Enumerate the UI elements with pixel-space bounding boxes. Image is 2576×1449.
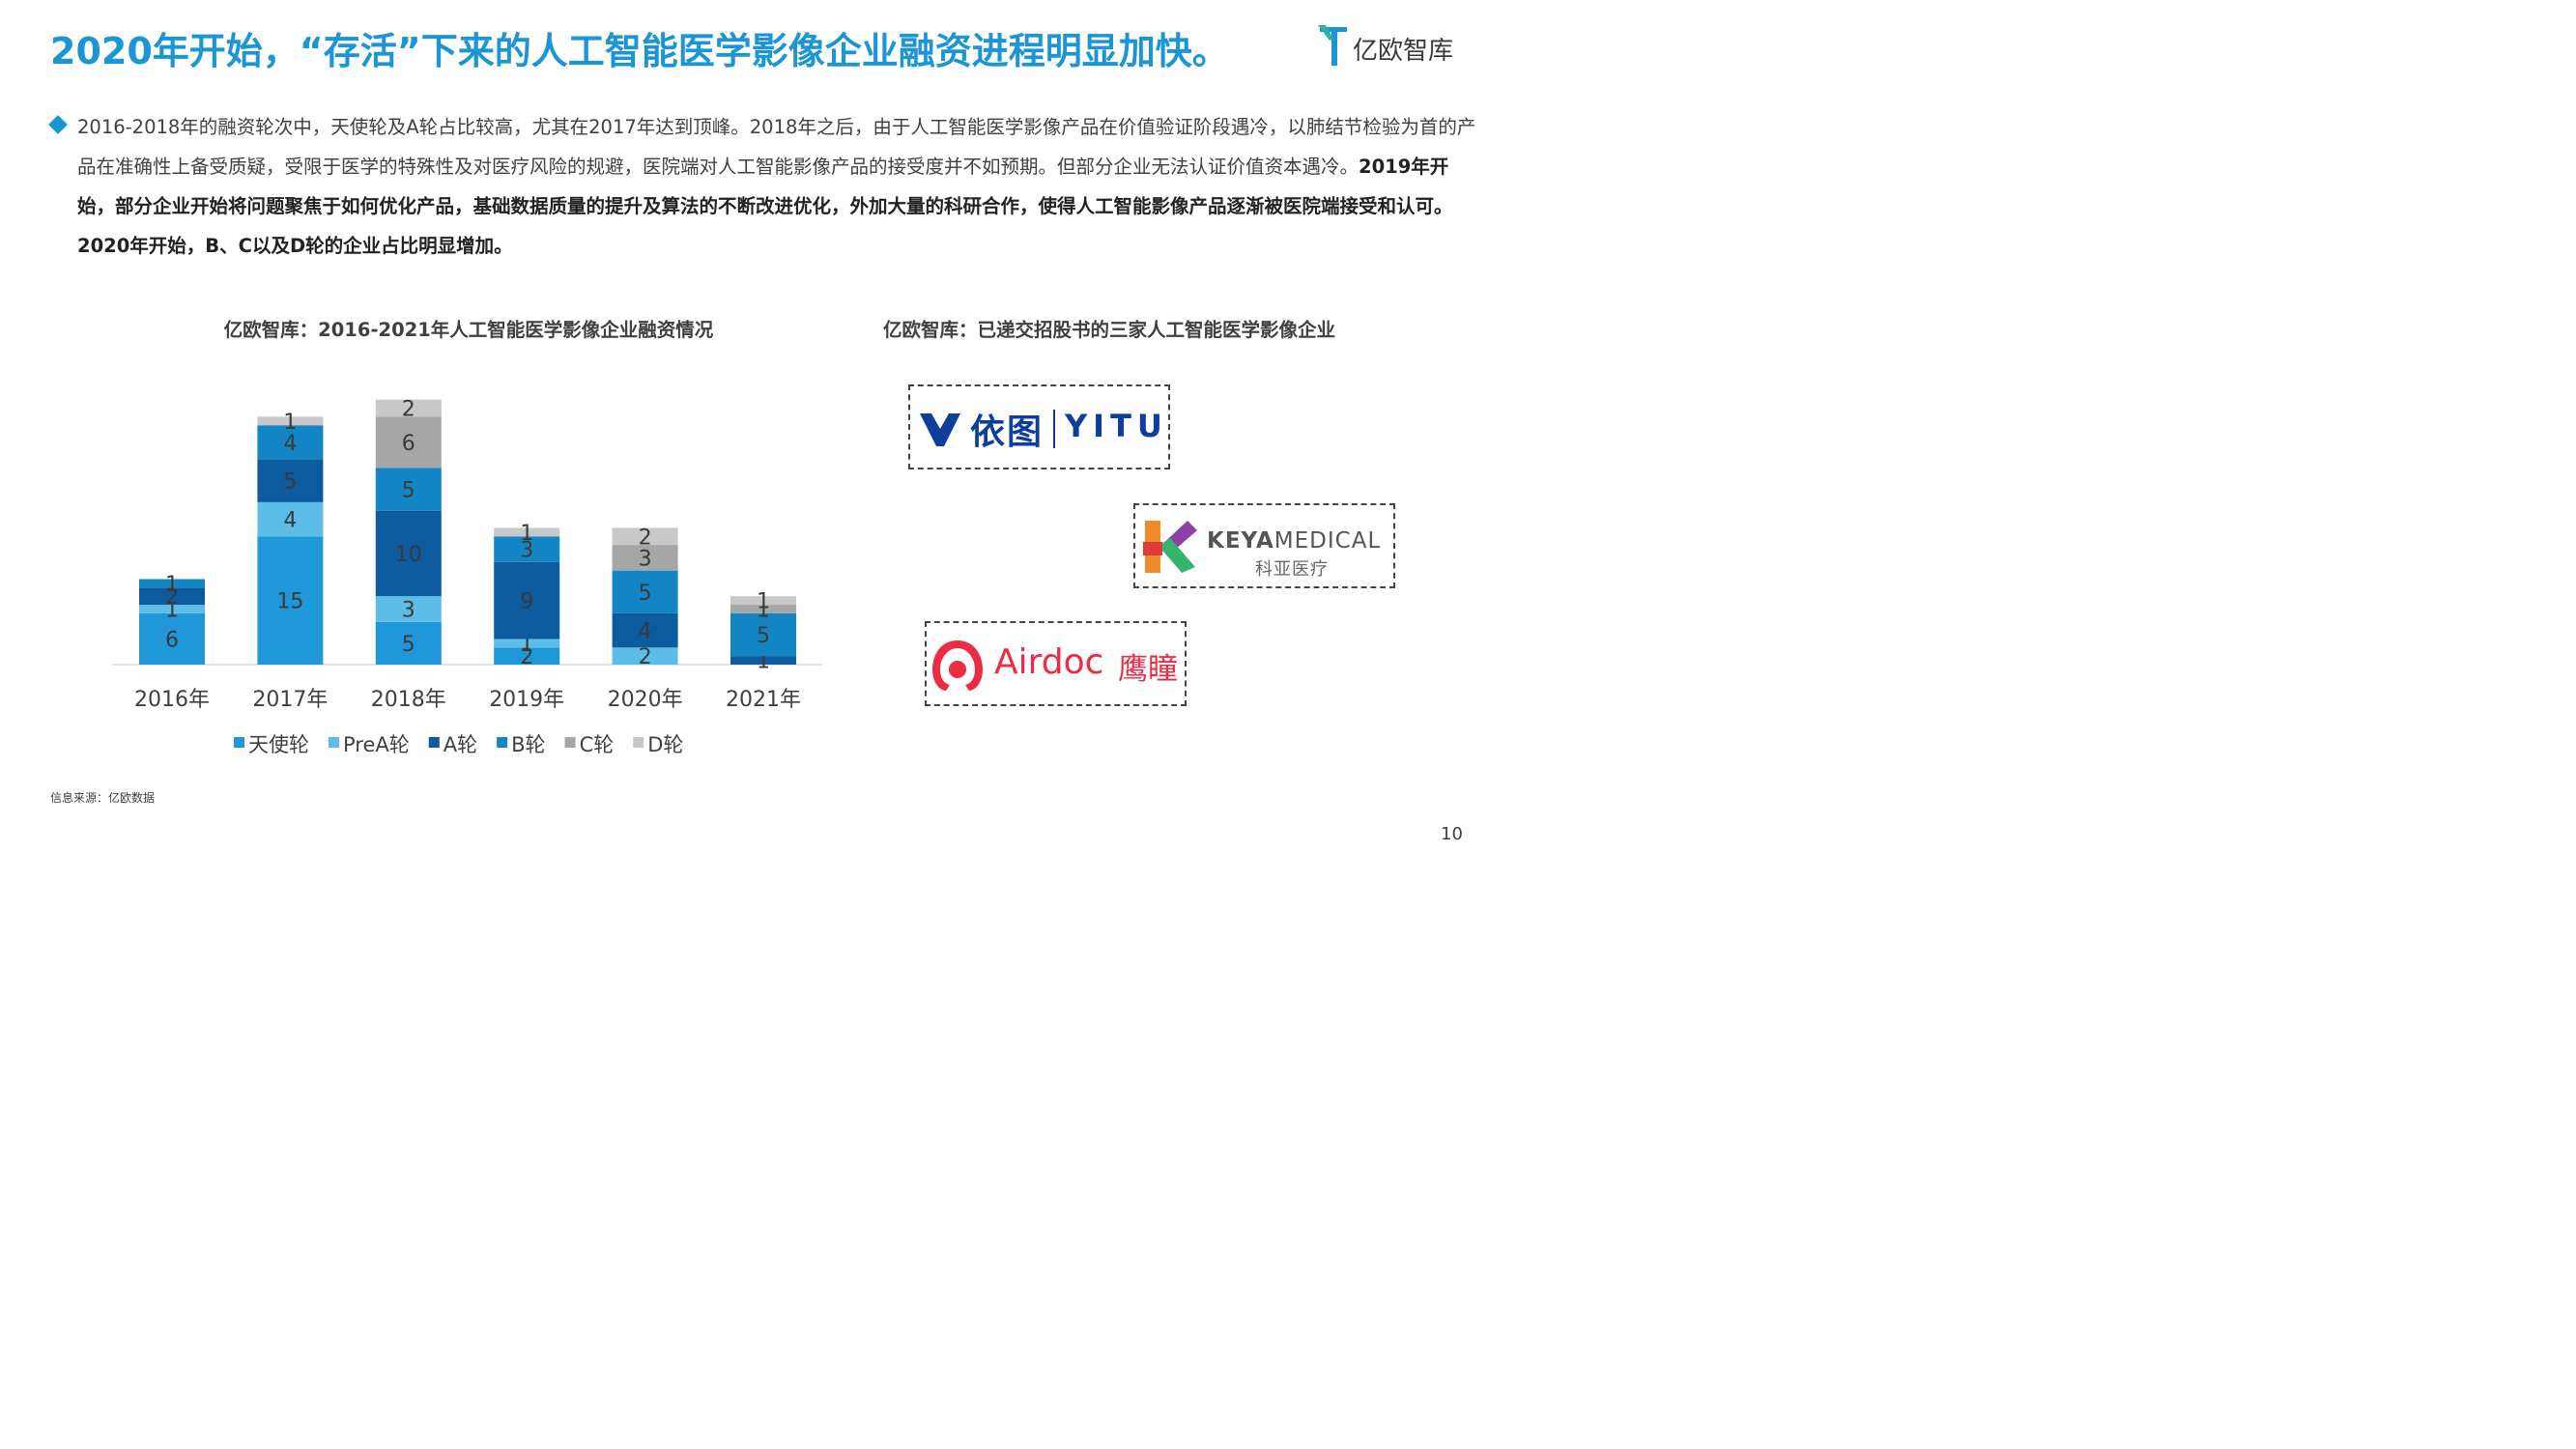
- legend-label: D轮: [647, 733, 683, 756]
- bar-segment: [139, 605, 205, 613]
- source-note: 信息来源：亿欧数据: [50, 791, 156, 805]
- data-label: 1: [165, 573, 179, 597]
- chart-title: 亿欧智库：2016-2021年人工智能医学影像企业融资情况: [223, 319, 714, 341]
- legend-swatch: [428, 737, 440, 748]
- funding-stacked-bar-chart: 61212016年1545412017年53105622018年21931201…: [112, 398, 822, 756]
- legend-label: B轮: [511, 733, 545, 756]
- data-label: 1: [283, 411, 297, 435]
- logos-title: 亿欧智库：已递交招股书的三家人工智能医学影像企业: [883, 319, 1336, 341]
- data-label: 10: [395, 543, 422, 567]
- data-label: 6: [165, 628, 179, 652]
- bar-segment: [730, 605, 796, 613]
- bar-segment: [375, 468, 442, 511]
- bar-segment: [612, 647, 678, 665]
- bar-segment: [730, 656, 796, 665]
- bar-segment: [375, 621, 442, 665]
- bar-segment: [139, 587, 205, 606]
- x-tick-label: 2020年: [608, 688, 683, 712]
- keya-cn-name: 科亚医疗: [1255, 559, 1329, 580]
- legend-swatch: [564, 737, 576, 748]
- yiou-logo-icon: [1318, 25, 1347, 66]
- data-label: 5: [283, 470, 297, 495]
- legend-swatch: [329, 737, 339, 748]
- bar-segment: [494, 536, 560, 562]
- summary-paragraph: 2016-2018年的融资轮次中，天使轮及A轮占比较高，尤其在2017年达到顶峰…: [77, 107, 1480, 266]
- brand-logo: 亿欧智库: [1316, 23, 1480, 70]
- bar-segment: [257, 459, 324, 502]
- data-label: 3: [520, 539, 533, 563]
- bar-segment: [494, 527, 560, 537]
- page-title: 2020年开始，“存活”下来的人工智能医学影像企业融资进程明显加快。: [50, 30, 1229, 72]
- bar-segment: [612, 545, 678, 571]
- data-label: 5: [639, 582, 652, 606]
- x-tick-label: 2016年: [134, 688, 210, 712]
- bar-segment: [730, 612, 796, 657]
- airdoc-eye-icon: [932, 640, 983, 691]
- legend-swatch: [497, 737, 508, 748]
- bar-segment: [139, 612, 205, 665]
- data-label: 2: [402, 398, 415, 422]
- bar-segment: [494, 639, 560, 648]
- legend-label: 天使轮: [248, 733, 309, 756]
- bar-segment: [375, 416, 442, 469]
- legend-swatch: [633, 737, 644, 748]
- page-number: 10: [1441, 824, 1463, 844]
- bar-segment: [612, 527, 678, 546]
- data-label: 1: [520, 522, 533, 546]
- bar-segment: [257, 501, 324, 537]
- bar-segment: [612, 612, 678, 648]
- legend-label: PreA轮: [343, 733, 410, 756]
- keya-medical-logo: KEYAMEDICAL 科亚医疗: [1133, 503, 1395, 588]
- data-label: 5: [402, 633, 415, 657]
- x-tick-label: 2021年: [726, 688, 801, 712]
- bar-segment: [257, 416, 324, 426]
- bar-segment: [494, 561, 560, 639]
- legend-label: A轮: [444, 733, 477, 756]
- bar-segment: [375, 399, 442, 417]
- yitu-cn-name: 依图: [970, 412, 1045, 452]
- data-label: 2: [520, 645, 533, 669]
- data-label: 5: [757, 624, 770, 648]
- airdoc-logo: Airdoc 鹰瞳: [925, 621, 1187, 706]
- yitu-en-name: YITU: [1065, 408, 1168, 444]
- data-label: 2: [165, 585, 179, 610]
- bar-segment: [375, 510, 442, 597]
- yitu-logo: 依图 YITU: [908, 384, 1170, 469]
- bar-segment: [257, 536, 324, 665]
- keya-en-name: KEYAMEDICAL: [1207, 528, 1382, 554]
- data-label: 5: [402, 479, 415, 503]
- summary-highlight-text: 2019年开始，部分企业开始将问题聚焦于如何优化产品，基础数据质量的提升及算法的…: [77, 156, 1453, 257]
- yitu-separator: [1053, 410, 1055, 448]
- legend-swatch: [234, 737, 244, 748]
- data-label: 3: [639, 547, 652, 571]
- x-tick-label: 2017年: [252, 688, 328, 712]
- data-label: 3: [402, 598, 415, 622]
- data-label: 4: [283, 432, 297, 456]
- summary-text: 2016-2018年的融资轮次中，天使轮及A轮占比较高，尤其在2017年达到顶峰…: [77, 116, 1476, 178]
- bar-segment: [139, 579, 205, 588]
- bar-segment: [612, 570, 678, 613]
- x-tick-label: 2019年: [489, 688, 564, 712]
- legend-label: C轮: [580, 733, 615, 756]
- keya-k-icon: [1143, 521, 1197, 573]
- brand-name: 亿欧智库: [1353, 37, 1454, 66]
- yitu-y-icon: [920, 413, 960, 446]
- data-label: 4: [639, 620, 652, 644]
- data-label: 4: [283, 509, 297, 533]
- data-label: 2: [639, 645, 652, 669]
- airdoc-cn-name: 鹰瞳: [1118, 652, 1178, 687]
- data-label: 6: [402, 432, 415, 456]
- airdoc-en-name: Airdoc: [994, 642, 1104, 682]
- data-label: 9: [520, 590, 533, 614]
- data-label: 1: [757, 590, 770, 614]
- bar-segment: [375, 596, 442, 622]
- x-tick-label: 2018年: [371, 688, 446, 712]
- bar-segment: [494, 647, 560, 665]
- data-label: 15: [276, 590, 303, 614]
- data-label: 2: [639, 526, 652, 550]
- bar-segment: [730, 596, 796, 606]
- bar-segment: [257, 425, 324, 460]
